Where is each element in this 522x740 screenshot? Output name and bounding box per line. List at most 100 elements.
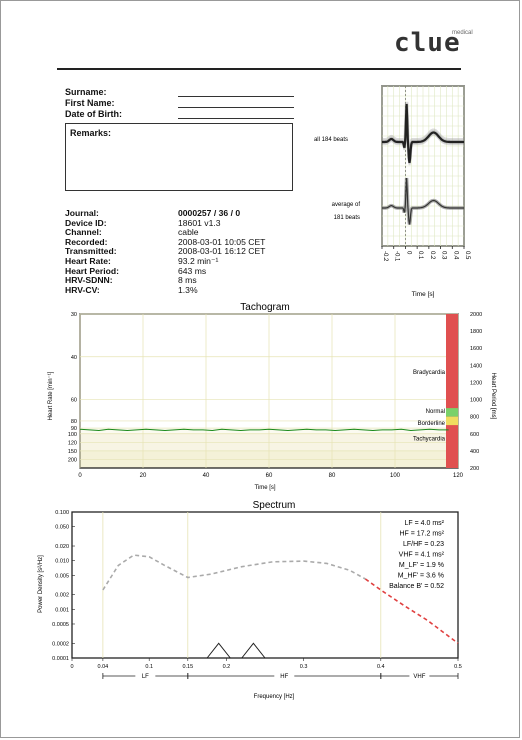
tachogram-ytick-right: 1000 bbox=[470, 398, 482, 404]
spectrum-stat-balance: Balance B' = 0.52 bbox=[389, 583, 444, 590]
info-value: 93.2 min⁻¹ bbox=[178, 256, 219, 266]
surname-field[interactable] bbox=[178, 96, 294, 97]
tachogram-ytick-left: 90 bbox=[71, 426, 77, 432]
tachogram-ytick-right: 1200 bbox=[470, 380, 482, 386]
spectrum-title: Spectrum bbox=[253, 500, 296, 511]
beats-xtick: 0.3 bbox=[441, 251, 447, 260]
beats-xtick: 0 bbox=[405, 251, 411, 255]
first-name-label: First Name: bbox=[65, 98, 115, 108]
tachogram-zone-label: Normal bbox=[426, 409, 445, 415]
zone-tachycardia-bar bbox=[446, 425, 458, 468]
tachogram-xtick: 120 bbox=[453, 473, 464, 479]
info-value: 1.3% bbox=[178, 284, 198, 295]
info-label: Device ID: bbox=[65, 217, 107, 228]
info-label: Heart Period: bbox=[65, 265, 119, 276]
beats-xtick: 0.5 bbox=[464, 251, 470, 260]
beats-xlabel: Time [s] bbox=[412, 291, 435, 298]
spectrum-xtick: 0.15 bbox=[182, 664, 193, 670]
info-value: 0000257 / 36 / 0 bbox=[178, 208, 241, 218]
tachogram-ylabel-left: Heart Rate [min⁻¹] bbox=[48, 371, 54, 420]
beats-xtick: 0.4 bbox=[452, 251, 458, 260]
spectrum-ytick: 0.0002 bbox=[52, 641, 69, 647]
tachogram-ytick-right: 2000 bbox=[470, 312, 482, 318]
tachogram-ytick-right: 200 bbox=[470, 466, 479, 472]
info-value: 2008-03-01 10:05 CET bbox=[178, 236, 266, 247]
spectrum-band-label: LF bbox=[142, 674, 149, 680]
spectrum-ytick: 0.020 bbox=[55, 544, 69, 550]
spectrum-ytick: 0.100 bbox=[55, 510, 69, 516]
info-label: HRV-SDNN: bbox=[65, 275, 113, 286]
spectrum-ytick: 0.050 bbox=[55, 525, 69, 531]
tachogram-ytick-left: 60 bbox=[71, 398, 77, 404]
beats-avg-trace bbox=[382, 177, 464, 225]
spectrum-xlabel: Frequency [Hz] bbox=[254, 694, 295, 700]
spectrum-band-label: HF bbox=[280, 674, 288, 680]
beats-avg-label-1: average of bbox=[332, 202, 361, 208]
spectrum-band-label: VHF bbox=[413, 674, 425, 680]
spectrum-xtick: 0.4 bbox=[377, 664, 385, 670]
info-label: Heart Rate: bbox=[65, 256, 111, 266]
info-value: cable bbox=[178, 227, 199, 238]
spectrum-peak-1 bbox=[206, 642, 231, 659]
tachogram-ytick-right: 1600 bbox=[470, 346, 482, 352]
spectrum-ytick: 0.005 bbox=[55, 573, 69, 579]
spectrum-peak-2 bbox=[241, 642, 266, 659]
first-name-field[interactable] bbox=[178, 107, 294, 108]
beats-all-label: all 184 beats bbox=[314, 137, 348, 143]
surname-label: Surname: bbox=[65, 87, 107, 97]
tachogram-ytick-right: 1400 bbox=[470, 363, 482, 369]
info-value: 18601 v1.3 bbox=[178, 217, 221, 228]
beats-all-trace bbox=[382, 103, 464, 164]
spectrum-xtick: 0.2 bbox=[223, 664, 231, 670]
tachogram-ytick-right: 600 bbox=[470, 432, 479, 438]
tachogram-title: Tachogram bbox=[240, 302, 289, 313]
spectrum-ytick: 0.002 bbox=[55, 593, 69, 599]
beats-chart: all 184 beats average of 181 beats -0.2-… bbox=[314, 85, 470, 298]
brand-logo-sub: medical bbox=[452, 30, 473, 36]
beats-xtick: 0.1 bbox=[417, 251, 423, 260]
spectrum-stat-hf: HF = 17.2 ms² bbox=[399, 531, 444, 538]
tachogram-xtick: 60 bbox=[266, 473, 273, 479]
dob-field[interactable] bbox=[178, 118, 294, 119]
spectrum-ytick: 0.010 bbox=[55, 559, 69, 565]
header-rule bbox=[57, 68, 461, 70]
tachogram-ytick-left: 150 bbox=[68, 449, 77, 455]
remarks-box[interactable]: Remarks: bbox=[65, 123, 293, 191]
info-label: Transmitted: bbox=[65, 246, 117, 257]
tachogram-ytick-left: 40 bbox=[71, 355, 77, 361]
spectrum-ylabel: Power Density [s²/Hz] bbox=[38, 555, 44, 613]
spectrum-ytick: 0.0005 bbox=[52, 622, 69, 628]
tachogram-xtick: 20 bbox=[140, 473, 147, 479]
tachogram-ytick-left: 120 bbox=[68, 440, 77, 446]
tachogram-ytick-left: 80 bbox=[71, 419, 77, 425]
beats-xtick: 0.2 bbox=[429, 251, 435, 260]
spectrum-vhf-curve bbox=[364, 578, 459, 644]
zone-normal-bar bbox=[446, 408, 458, 417]
tachogram-xtick: 40 bbox=[203, 473, 210, 479]
tachogram-zone-label: Borderline bbox=[418, 421, 446, 427]
info-value: 2008-03-01 16:12 CET bbox=[178, 246, 266, 257]
spectrum-stat-lf: LF = 4.0 ms² bbox=[405, 520, 445, 527]
tachogram-ytick-left: 30 bbox=[71, 312, 77, 318]
tachogram-ytick-right: 800 bbox=[470, 415, 479, 421]
spectrum-xtick: 0 bbox=[70, 664, 73, 670]
info-label: Channel: bbox=[65, 227, 102, 238]
info-label: HRV-CV: bbox=[65, 284, 100, 295]
beats-avg-label-2: 181 beats bbox=[334, 215, 360, 221]
spectrum-xtick: 0.3 bbox=[300, 664, 308, 670]
spectrum-xtick: 0.5 bbox=[454, 664, 462, 670]
spectrum-ytick: 0.0001 bbox=[52, 656, 69, 662]
beats-xtick: -0.2 bbox=[382, 251, 388, 262]
zone-bradycardia-bar bbox=[446, 314, 458, 429]
info-label: Journal: bbox=[65, 208, 99, 218]
info-value: 8 ms bbox=[178, 275, 197, 286]
tachogram-ytick-left: 100 bbox=[68, 432, 77, 438]
spectrum-ytick: 0.001 bbox=[55, 607, 69, 613]
tachogram-xlabel: Time [s] bbox=[254, 485, 275, 491]
spectrum-frame bbox=[71, 511, 459, 659]
tachogram-chart: Tachogram Heart Rate [min⁻¹] Heart Perio… bbox=[48, 302, 496, 491]
spectrum-xtick: 0.04 bbox=[98, 664, 109, 670]
tachogram-xtick: 100 bbox=[390, 473, 401, 479]
spectrum-stat-mlf: M_LF' = 1.9 % bbox=[399, 562, 444, 569]
spectrum-chart: Spectrum Power Density [s²/Hz] Frequency… bbox=[38, 500, 462, 700]
